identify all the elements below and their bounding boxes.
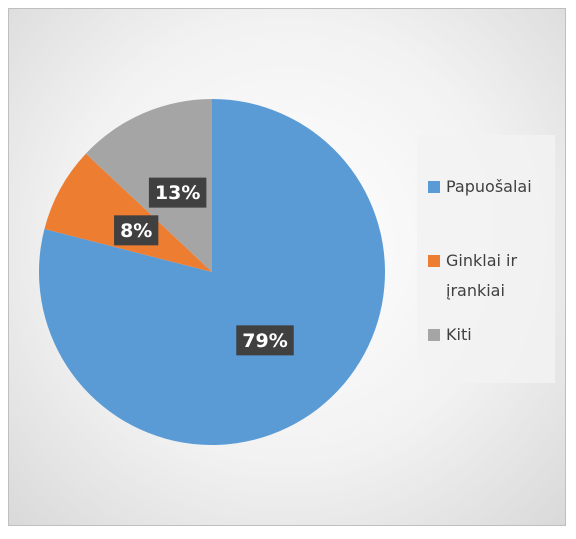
data-label-box bbox=[114, 215, 159, 246]
legend-swatch bbox=[428, 181, 440, 193]
pie-slice bbox=[44, 153, 212, 272]
data-label: 13% bbox=[148, 177, 207, 208]
legend-entry: Ginklai ir įrankiai bbox=[428, 246, 551, 306]
legend-label: Ginklai ir įrankiai bbox=[446, 251, 518, 300]
legend-label: Papuošalai bbox=[446, 177, 532, 196]
data-label-box bbox=[236, 325, 294, 356]
pie-slice bbox=[39, 99, 386, 446]
data-label-text: 8% bbox=[120, 220, 152, 242]
legend-swatch bbox=[428, 329, 440, 341]
legend-label: Kiti bbox=[446, 325, 472, 344]
data-label-text: 79% bbox=[242, 330, 287, 352]
legend-entry: Kiti bbox=[428, 320, 551, 350]
data-label: 8% bbox=[114, 215, 159, 246]
data-label-box bbox=[148, 177, 207, 208]
data-label-text: 13% bbox=[155, 182, 200, 204]
legend-swatch bbox=[428, 255, 440, 267]
legend: Papuošalai Ginklai ir įrankiai Kiti bbox=[417, 135, 555, 383]
data-label: 79% bbox=[236, 325, 294, 356]
legend-entry: Papuošalai bbox=[428, 172, 551, 202]
